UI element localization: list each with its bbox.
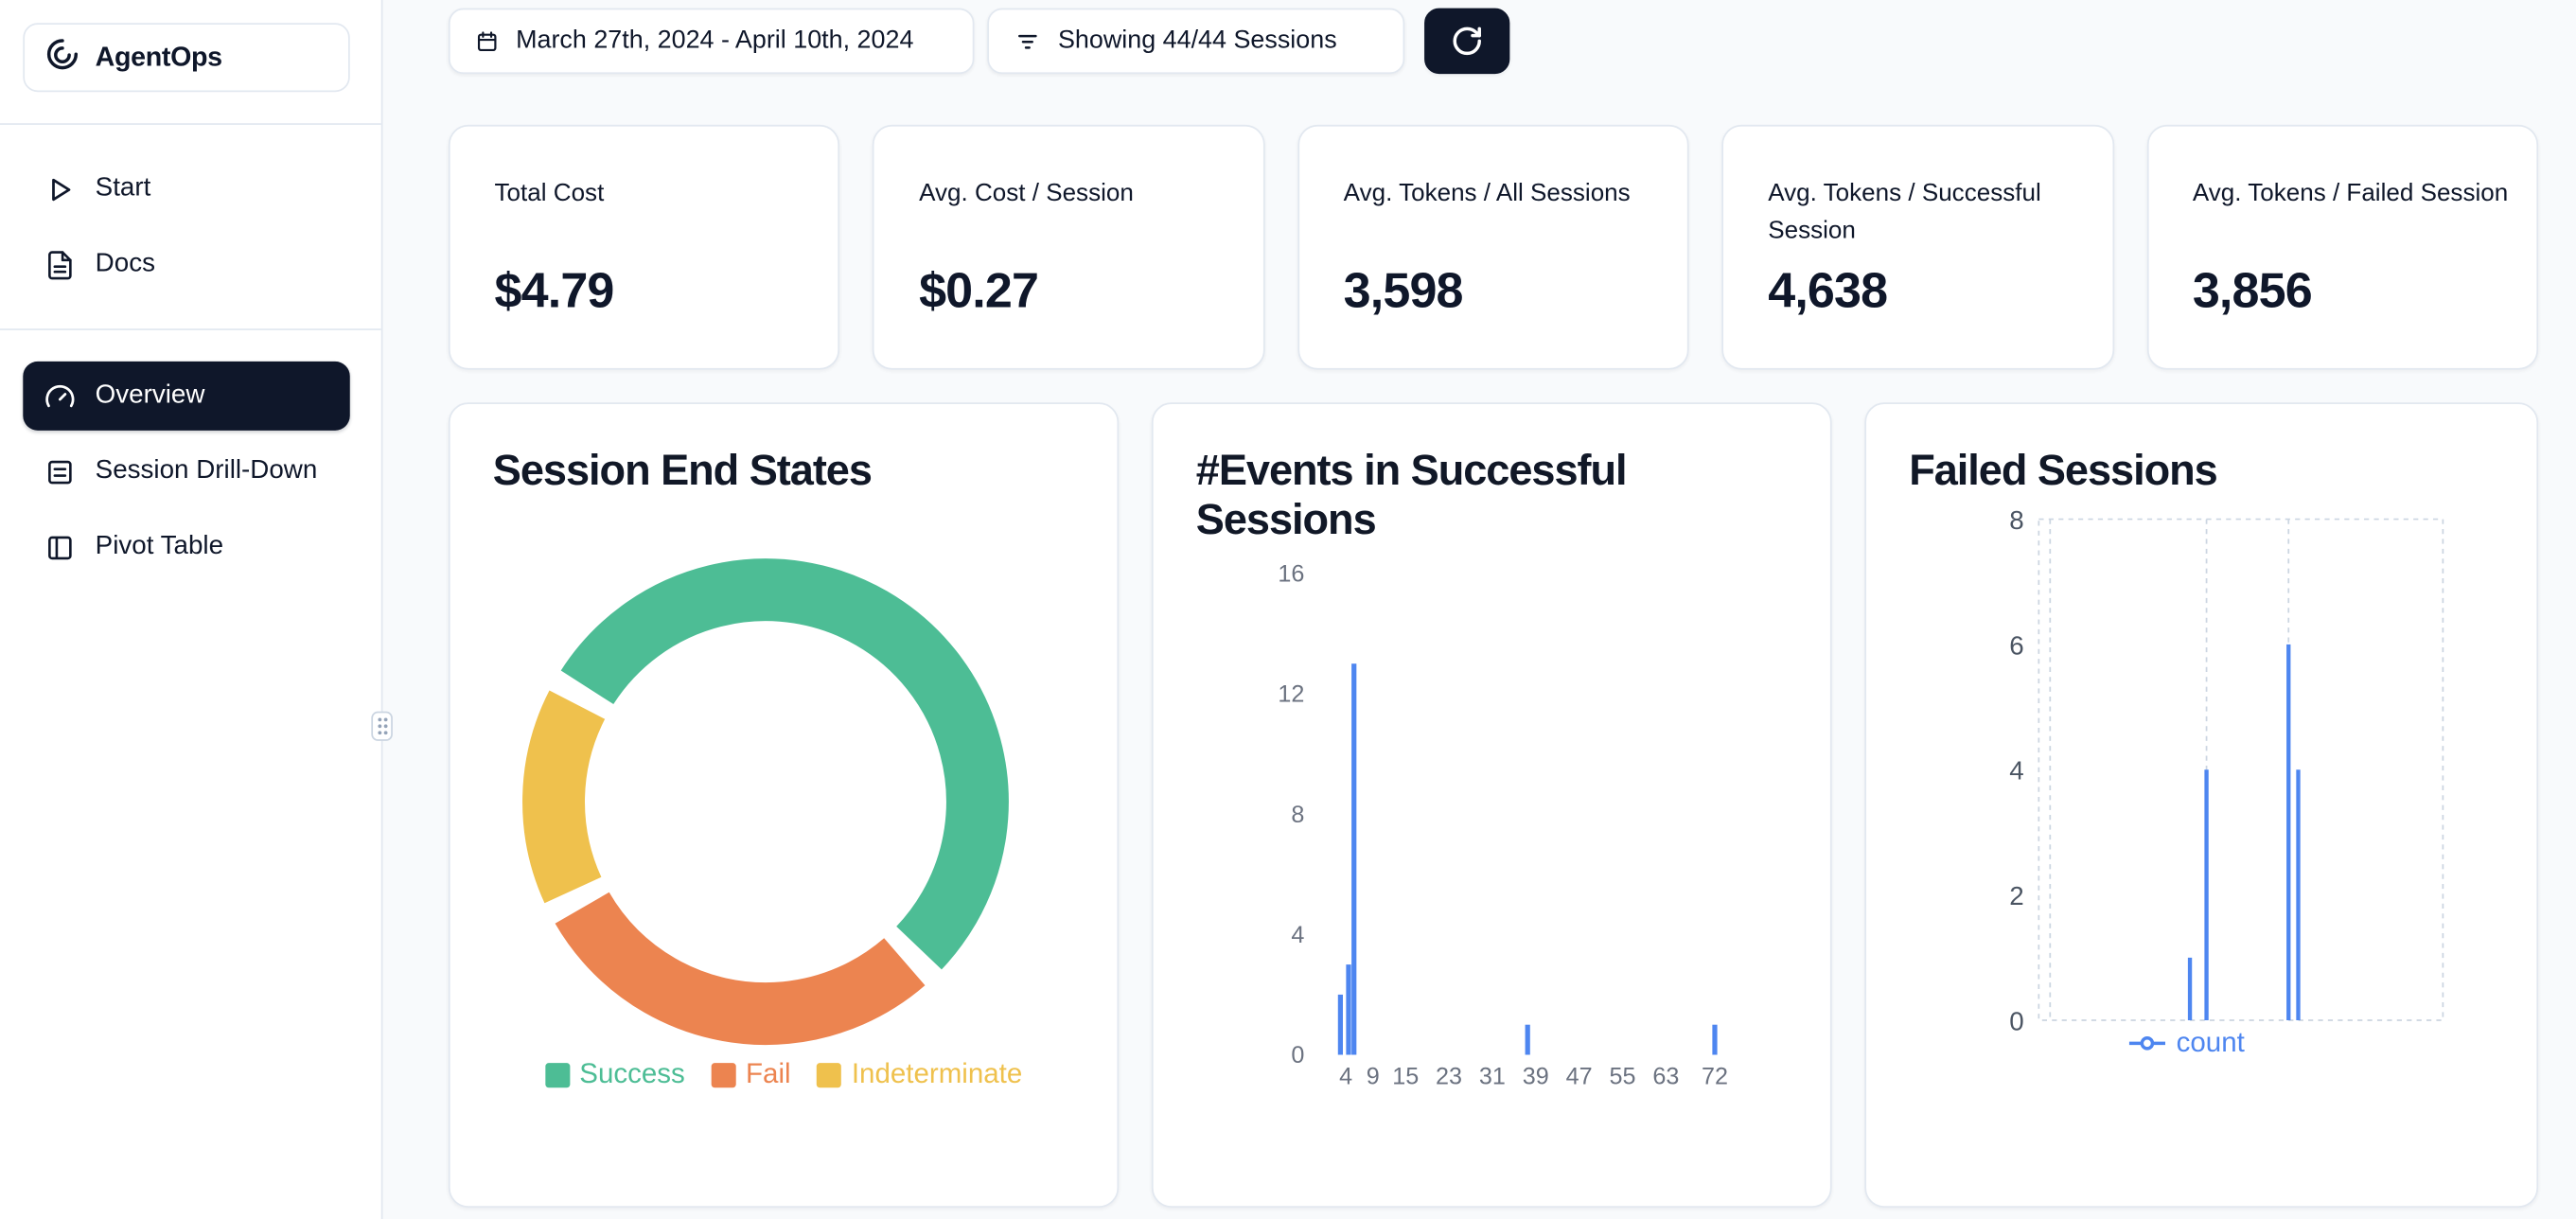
legend-item-indeterminate[interactable]: Indeterminate [817, 1058, 1022, 1091]
sidebar: AgentOps Start Docs [0, 0, 383, 1219]
agentops-logo-icon [44, 35, 80, 80]
sidebar-divider [0, 328, 381, 330]
svg-text:23: 23 [1436, 1064, 1462, 1090]
sidebar-divider [0, 123, 381, 125]
legend-swatch [711, 1062, 736, 1087]
count-legend-marker-icon [2128, 1036, 2165, 1051]
logo-box[interactable]: AgentOps [23, 23, 350, 93]
stat-value: $4.79 [494, 264, 615, 319]
legend-label: Fail [746, 1057, 791, 1089]
main-content: March 27th, 2024 - April 10th, 2024 Show… [448, 0, 2539, 1219]
svg-text:8: 8 [2009, 505, 2023, 535]
events-in-successful-sessions-card: #Events in Successful Sessions 0 4 8 12 16 4 9… [1151, 402, 1832, 1208]
failed-sessions-chart[interactable]: 0 2 4 6 8 [1866, 404, 2538, 1208]
sidebar-item-pivot-table[interactable]: Pivot Table [23, 514, 349, 579]
refresh-button[interactable] [1424, 8, 1510, 75]
svg-text:72: 72 [1702, 1064, 1728, 1090]
stat-card-avg-tokens-all: Avg. Tokens / All Sessions 3,598 [1297, 124, 1689, 370]
svg-text:16: 16 [1278, 561, 1304, 588]
svg-text:55: 55 [1610, 1064, 1636, 1090]
stat-value: $0.27 [919, 264, 1039, 319]
stat-value: 4,638 [1768, 264, 1888, 319]
play-icon [43, 172, 76, 205]
stat-card-avg-cost-session: Avg. Cost / Session $0.27 [873, 124, 1265, 370]
svg-text:47: 47 [1566, 1064, 1593, 1090]
failed-sessions-card: Failed Sessions 0 2 4 6 8 count [1864, 402, 2539, 1208]
svg-text:31: 31 [1479, 1064, 1506, 1090]
svg-text:0: 0 [1291, 1042, 1304, 1069]
sidebar-item-label: Docs [95, 249, 155, 278]
sessions-filter-label: Showing 44/44 Sessions [1057, 26, 1337, 55]
stat-label: Avg. Tokens / Successful Session [1768, 179, 2041, 244]
stat-card-total-cost: Total Cost $4.79 [448, 124, 840, 370]
charts-row: Session End States Success Fail Indetermin… [448, 402, 2539, 1208]
list-icon [43, 455, 76, 488]
stat-card-avg-tokens-failed: Avg. Tokens / Failed Session 3,856 [2146, 124, 2539, 370]
panel-icon [43, 531, 76, 564]
count-legend-label: count [2176, 1026, 2245, 1058]
stat-card-avg-tokens-successful: Avg. Tokens / Successful Session 4,638 [1721, 124, 2114, 370]
date-range-label: March 27th, 2024 - April 10th, 2024 [516, 26, 914, 55]
chart-title: #Events in Successful Sessions [1195, 445, 1628, 544]
svg-text:12: 12 [1278, 681, 1304, 708]
sidebar-item-label: Overview [95, 380, 205, 410]
sidebar-item-session-drill-down[interactable]: Session Drill-Down [23, 439, 349, 504]
session-end-states-card: Session End States Success Fail Indetermin… [448, 402, 1120, 1208]
gauge-icon [43, 380, 76, 413]
legend-swatch [544, 1062, 570, 1087]
logo-text: AgentOps [95, 42, 222, 72]
grip-dots-icon [377, 717, 387, 735]
stats-row: Total Cost $4.79 Avg. Cost / Session $0.… [448, 124, 2539, 370]
svg-text:4: 4 [2009, 756, 2023, 786]
sidebar-item-label: Pivot Table [95, 532, 224, 560]
session-end-states-donut-chart[interactable] [450, 544, 1120, 1057]
stat-label: Avg. Tokens / Failed Session [2192, 179, 2509, 207]
sidebar-item-label: Session Drill-Down [95, 456, 318, 486]
document-icon [43, 248, 76, 281]
stat-label: Total Cost [494, 179, 605, 207]
sessions-filter-button[interactable]: Showing 44/44 Sessions [987, 8, 1405, 75]
stat-label: Avg. Tokens / All Sessions [1343, 179, 1631, 207]
chart-title: Failed Sessions [1909, 445, 2218, 495]
count-legend[interactable]: count [1866, 1027, 2507, 1060]
date-range-button[interactable]: March 27th, 2024 - April 10th, 2024 [448, 8, 975, 75]
legend-label: Success [579, 1057, 685, 1089]
sidebar-item-overview[interactable]: Overview [23, 361, 350, 431]
legend-item-success[interactable]: Success [544, 1057, 685, 1091]
svg-text:15: 15 [1392, 1064, 1419, 1090]
calendar-icon [475, 28, 500, 53]
stat-value: 3,598 [1343, 264, 1464, 319]
sidebar-item-start[interactable]: Start [23, 156, 349, 221]
legend-label: Indeterminate [851, 1057, 1023, 1089]
stat-value: 3,856 [2192, 264, 2313, 319]
legend-item-fail[interactable]: Fail [711, 1057, 791, 1091]
svg-text:4: 4 [1291, 922, 1304, 948]
svg-text:39: 39 [1523, 1064, 1549, 1090]
svg-text:2: 2 [2009, 881, 2023, 910]
stat-label: Avg. Cost / Session [919, 179, 1134, 207]
chart-title: Session End States [492, 445, 873, 495]
svg-text:6: 6 [2009, 630, 2023, 660]
refresh-icon [1451, 25, 1484, 58]
sidebar-item-docs[interactable]: Docs [23, 232, 349, 297]
sidebar-resize-handle[interactable] [371, 711, 393, 741]
svg-text:63: 63 [1652, 1064, 1679, 1090]
donut-legend: Success Fail Indeterminate [450, 1058, 1118, 1091]
filter-icon [1014, 27, 1042, 56]
svg-text:0: 0 [2009, 1006, 2023, 1035]
svg-text:4: 4 [1339, 1064, 1352, 1090]
legend-swatch [817, 1062, 842, 1087]
svg-text:9: 9 [1367, 1064, 1380, 1090]
sidebar-item-label: Start [95, 174, 151, 203]
svg-text:8: 8 [1291, 802, 1304, 828]
